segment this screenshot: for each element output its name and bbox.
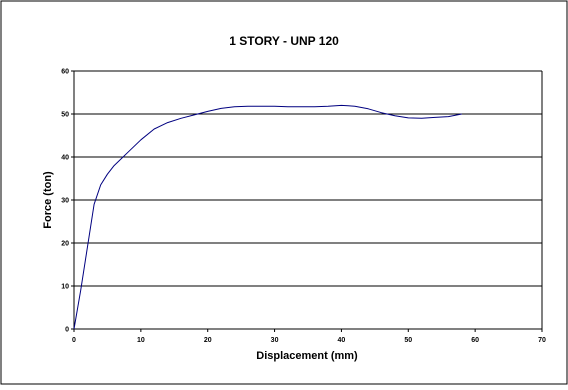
y-tick-label: 30 bbox=[61, 198, 69, 205]
x-tick-label: 10 bbox=[137, 337, 145, 344]
gridlines bbox=[74, 70, 543, 329]
x-tick-label: 30 bbox=[271, 337, 279, 344]
y-axis-title: Force (ton) bbox=[42, 171, 54, 229]
tick-labels: 0 10 20 30 40 50 60 0 10 20 30 40 50 60 70 bbox=[61, 69, 546, 345]
y-tick-label: 40 bbox=[61, 155, 69, 162]
x-tick-label: 0 bbox=[72, 337, 76, 344]
x-tick-label: 60 bbox=[471, 337, 479, 344]
x-tick-label: 20 bbox=[204, 337, 212, 344]
axes bbox=[71, 70, 543, 332]
y-tick-label: 0 bbox=[65, 327, 69, 334]
y-tick-label: 20 bbox=[61, 241, 69, 248]
x-tick-label: 70 bbox=[538, 337, 546, 344]
x-tick-label: 40 bbox=[338, 337, 346, 344]
x-axis-title: Displacement (mm) bbox=[256, 350, 358, 362]
y-tick-label: 60 bbox=[61, 69, 69, 76]
x-tick-label: 50 bbox=[404, 337, 412, 344]
y-tick-label: 10 bbox=[61, 284, 69, 291]
chart-title: 1 STORY - UNP 120 bbox=[229, 34, 339, 48]
series bbox=[73, 104, 462, 330]
y-tick-label: 50 bbox=[61, 112, 69, 119]
series-line bbox=[73, 104, 462, 330]
